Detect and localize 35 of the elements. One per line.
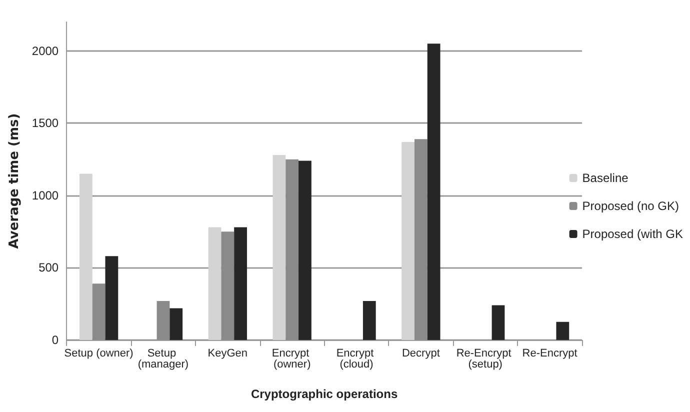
x-tick-label: Setup (manager) <box>138 348 189 370</box>
bar <box>170 308 183 340</box>
x-tick-label: Encrypt (cloud) <box>336 348 377 370</box>
bar <box>427 44 440 340</box>
bar <box>556 322 570 340</box>
x-axis-title: Cryptographic operations <box>250 387 398 401</box>
legend-label: Baseline <box>582 171 629 185</box>
bar <box>492 305 505 340</box>
bar <box>272 154 286 340</box>
bar <box>414 139 428 340</box>
bar <box>105 256 118 340</box>
x-tick-label: Re-Encrypt (setup) <box>456 348 514 370</box>
bar <box>298 160 312 340</box>
x-tick-label: Decrypt <box>402 348 440 360</box>
bar <box>286 159 299 340</box>
y-tick-label: 500 <box>38 260 59 275</box>
bar <box>79 174 92 340</box>
bar <box>221 232 234 340</box>
bar <box>156 300 170 340</box>
x-tick-label: Setup (owner) <box>64 348 134 360</box>
y-tick-label: 0 <box>52 333 59 347</box>
bar <box>208 227 222 340</box>
y-tick-label: 1500 <box>32 116 59 130</box>
bar <box>92 284 106 340</box>
y-tick-label: 1000 <box>32 188 59 202</box>
y-axis-title: Average time (ms) <box>7 113 22 249</box>
bar <box>362 300 376 340</box>
y-tick-label: 2000 <box>32 44 59 58</box>
legend-label: Proposed (no GK) <box>582 199 680 213</box>
legend-label: Proposed (with GK <box>582 227 684 241</box>
x-tick-label: Encrypt (owner) <box>272 348 312 370</box>
x-tick-label: Re-Encrypt <box>522 348 578 360</box>
x-tick-label: KeyGen <box>208 348 248 360</box>
bar <box>402 142 414 340</box>
bar <box>234 227 247 340</box>
